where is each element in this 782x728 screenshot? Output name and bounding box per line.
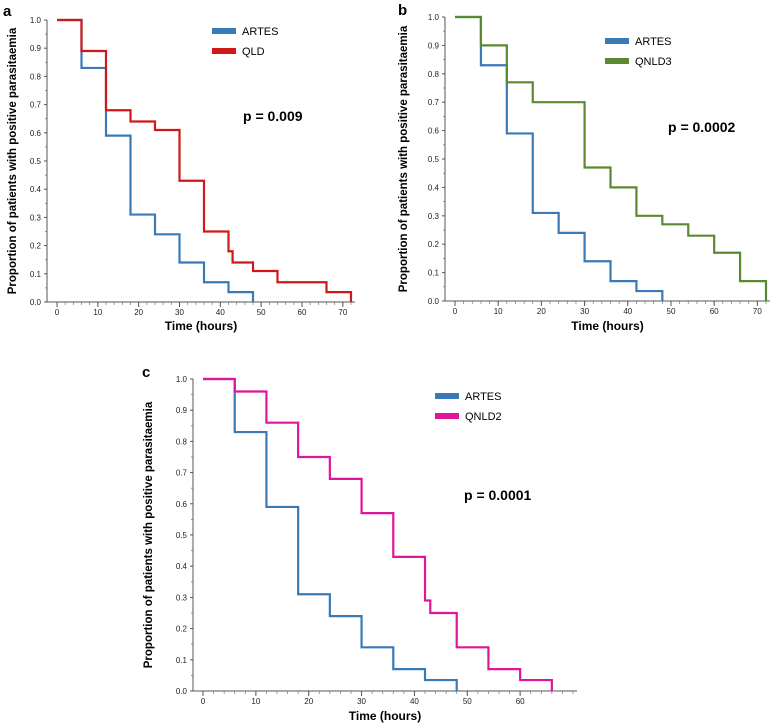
x-tick-label: 30 xyxy=(580,307,589,316)
x-tick-label: 50 xyxy=(667,307,676,316)
legend-swatch-artes xyxy=(212,28,236,34)
y-tick-label: 0.3 xyxy=(176,593,188,602)
y-tick-label: 0.8 xyxy=(30,72,42,81)
x-tick-label: 70 xyxy=(753,307,762,316)
x-tick-label: 50 xyxy=(463,697,472,706)
x-tick-label: 50 xyxy=(257,308,266,317)
y-tick-label: 1.0 xyxy=(176,375,188,384)
y-axis-label: Proportion of patients with positive par… xyxy=(143,401,155,668)
x-tick-label: 40 xyxy=(216,308,225,317)
y-tick-label: 0.8 xyxy=(176,437,188,446)
series-line-qld xyxy=(57,18,353,302)
series-line-artes xyxy=(455,15,664,301)
legend-swatch-artes xyxy=(605,38,629,44)
x-axis-label: Time (hours) xyxy=(349,709,421,723)
y-tick-label: 0.5 xyxy=(176,531,188,540)
x-tick-label: 0 xyxy=(55,308,60,317)
x-tick-label: 0 xyxy=(201,697,206,706)
x-tick-label: 40 xyxy=(410,697,419,706)
series-line-qnld2 xyxy=(203,377,553,691)
y-tick-label: 0.6 xyxy=(428,127,440,136)
y-tick-label: 0.1 xyxy=(428,269,440,278)
y-tick-label: 0.1 xyxy=(176,656,188,665)
panel-letter-c: c xyxy=(142,364,150,381)
y-tick-label: 0.1 xyxy=(30,270,42,279)
y-tick-label: 0.3 xyxy=(30,213,42,222)
y-tick-label: 0.9 xyxy=(428,41,440,50)
x-tick-label: 10 xyxy=(251,697,260,706)
y-tick-label: 0.4 xyxy=(30,185,42,194)
x-tick-label: 60 xyxy=(298,308,307,317)
y-tick-label: 0.6 xyxy=(30,129,42,138)
y-tick-label: 0.0 xyxy=(428,297,440,306)
legend-label-qld: QLD xyxy=(242,46,265,58)
x-tick-label: 60 xyxy=(516,697,525,706)
y-tick-label: 0.7 xyxy=(428,98,440,107)
legend-swatch-qnld2 xyxy=(435,413,459,419)
x-tick-label: 20 xyxy=(537,307,546,316)
legend-swatch-qnld3 xyxy=(605,58,629,64)
y-tick-label: 0.5 xyxy=(428,155,440,164)
x-axis-label: Time (hours) xyxy=(165,319,237,333)
legend-label-qnld3: QNLD3 xyxy=(635,56,672,68)
x-tick-label: 30 xyxy=(357,697,366,706)
x-tick-label: 30 xyxy=(175,308,184,317)
y-axis-label: Proportion of patients with positive par… xyxy=(7,27,19,294)
x-tick-label: 60 xyxy=(710,307,719,316)
y-tick-label: 0.0 xyxy=(30,298,42,307)
y-tick-label: 0.4 xyxy=(428,183,440,192)
y-tick-label: 0.7 xyxy=(30,101,42,110)
legend-swatch-qld xyxy=(212,48,236,54)
y-tick-label: 1.0 xyxy=(30,16,42,25)
chart-panel-b: b 0.0 0.1 0.2 0.3 0.4 0.5 0.6 0.7 0.8 0.9 1.0 0 10 20 3… xyxy=(398,2,770,333)
y-tick-label: 1.0 xyxy=(428,13,440,22)
chart-panel-a: a 0.0 0.1 0.2 0.3 0.4 0.5 0.6 0.7 0.8 0.9 1.0 0 10 20 3… xyxy=(3,3,355,333)
panel-letter-b: b xyxy=(398,2,407,19)
y-tick-label: 0.8 xyxy=(428,70,440,79)
x-axis-label: Time (hours) xyxy=(571,319,643,333)
x-tick-label: 0 xyxy=(453,307,458,316)
x-tick-label: 20 xyxy=(304,697,313,706)
legend-label-artes: ARTES xyxy=(242,26,278,38)
legend-label-artes: ARTES xyxy=(635,36,671,48)
y-tick-label: 0.3 xyxy=(428,212,440,221)
x-tick-label: 10 xyxy=(93,308,102,317)
y-tick-label: 0.7 xyxy=(176,469,188,478)
legend-swatch-artes xyxy=(435,393,459,399)
chart-panel-c: c 0.0 0.1 0.2 0.3 0.4 0.5 0.6 0.7 0.8 0.9 1.0 0 10 20 3… xyxy=(142,364,577,723)
series-line-qnld3 xyxy=(455,15,768,301)
p-value-annotation: p = 0.0002 xyxy=(668,119,736,135)
x-tick-label: 70 xyxy=(338,308,347,317)
x-tick-label: 20 xyxy=(134,308,143,317)
y-tick-label: 0.2 xyxy=(30,242,42,251)
legend-label-qnld2: QNLD2 xyxy=(465,411,502,423)
y-tick-label: 0.9 xyxy=(176,406,188,415)
y-tick-label: 0.2 xyxy=(428,240,440,249)
p-value-annotation: p = 0.0001 xyxy=(464,487,532,503)
x-tick-label: 40 xyxy=(623,307,632,316)
y-tick-label: 0.4 xyxy=(176,562,188,571)
series-line-artes xyxy=(57,18,255,302)
legend-label-artes: ARTES xyxy=(465,391,501,403)
y-tick-label: 0.6 xyxy=(176,500,188,509)
y-tick-label: 0.9 xyxy=(30,44,42,53)
y-axis-label: Proportion of patients with positive par… xyxy=(398,25,410,292)
y-tick-label: 0.2 xyxy=(176,625,188,634)
y-tick-label: 0.5 xyxy=(30,157,42,166)
panel-letter-a: a xyxy=(3,3,12,20)
x-tick-label: 10 xyxy=(494,307,503,316)
series-line-artes xyxy=(203,377,458,691)
p-value-annotation: p = 0.009 xyxy=(243,108,303,124)
y-tick-label: 0.0 xyxy=(176,687,188,696)
